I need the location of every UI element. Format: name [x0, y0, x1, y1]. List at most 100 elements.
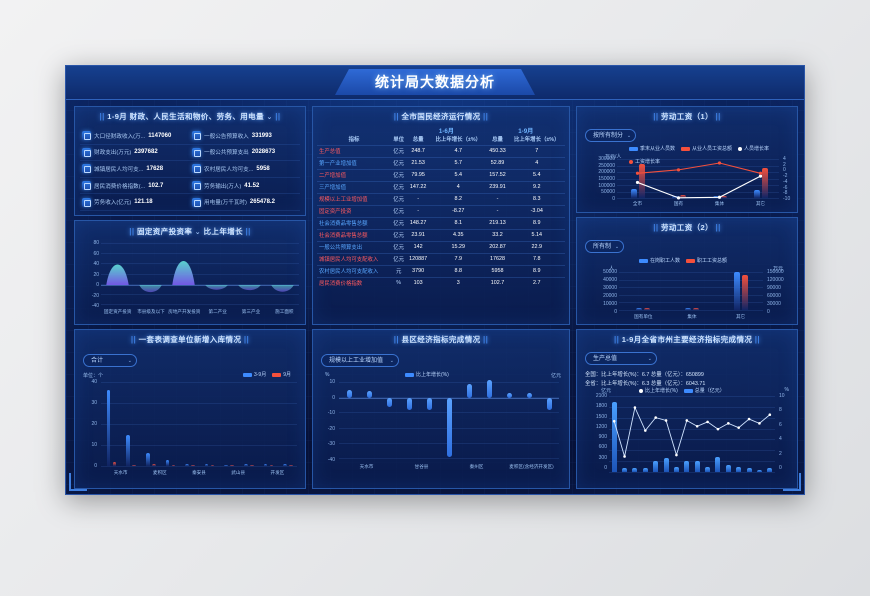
table-col-header: 指标	[348, 137, 360, 143]
legend-item[interactable]: 3-9月	[242, 371, 266, 378]
kpi-item[interactable]: 劳务收入(亿元) 121.18	[80, 194, 190, 211]
table-row[interactable]: 社会消费品零售总额 亿元 23.91 4.35 33.2 5.14	[317, 229, 565, 241]
kpi-item[interactable]: 城镇居民人均可支... 17628	[80, 161, 190, 178]
table-row[interactable]: 社会消费品零售总额 亿元 148.27 8.1 219.13 8.9	[317, 217, 565, 229]
bar-total	[705, 466, 711, 472]
table-row[interactable]: 三产增加值 亿元 147.22 4 239.91 9.2	[317, 181, 565, 193]
kpi-item-icon	[192, 181, 201, 191]
legend-item[interactable]: 总量（亿元）	[683, 387, 725, 394]
axis-tick-label: 300000	[598, 156, 615, 162]
bar-growth	[446, 397, 452, 457]
enter-legend[interactable]: 3-9月 9月	[242, 371, 291, 378]
bar-9月	[230, 464, 234, 466]
dashboard-header: 统计局大数据分析	[66, 66, 804, 100]
gridline	[617, 159, 779, 160]
legend-item[interactable]: 季末从业人员数	[629, 145, 675, 152]
kpi-item[interactable]: 一般公共预算支出 2028673	[190, 145, 300, 162]
table-row[interactable]: 居民消费价格指数% 103 3 102.7 2.7	[317, 277, 565, 289]
legend-item[interactable]: 人员增长率	[738, 145, 769, 152]
chevron-down-icon: ⌄	[647, 356, 652, 362]
bar-9月	[210, 464, 215, 466]
gridline	[101, 445, 297, 446]
wage2-legend[interactable]: 在岗职工人数 职工工资总额	[639, 257, 727, 264]
city-chart-plot	[609, 396, 775, 473]
kpi-item-value: 2397682	[134, 149, 158, 156]
axis-tick-label: 40000	[603, 277, 617, 283]
bar-9月	[289, 464, 293, 466]
wage1-dropdown-label: 按所有制分	[593, 133, 624, 139]
legend-item[interactable]: 在岗职工人数	[639, 257, 680, 264]
kpi-item[interactable]: 用电量(万千瓦时) 265478.2	[190, 194, 300, 211]
wage1-legend[interactable]: 季末从业人员数 从业人员工资总额 人员增长率工资增长率	[629, 145, 795, 165]
gridline	[617, 165, 779, 167]
enter-category-dropdown[interactable]: 合计 ⌄	[83, 354, 137, 367]
axis-tick-label: 4	[779, 436, 782, 443]
enter-chart-plot	[101, 382, 297, 467]
table-row[interactable]: 农村居民人均可支配收入 元 3790 8.8 5958 8.9	[317, 265, 565, 277]
economy-table-wrapper[interactable]: 1-6月 1-9月 指标 单位 总量 比上年增长（±%） 总量 比上年增长（±%） 生产总…	[317, 127, 565, 321]
legend-item[interactable]: 比上年增长(%)	[405, 371, 449, 378]
legend-item[interactable]: 比上年增长(%)	[639, 387, 678, 394]
table-row[interactable]: 固定资产投资 亿元 - -8.27 - -3.04	[317, 205, 565, 217]
panel-wage1-title: 劳动工资（1）	[661, 112, 713, 121]
table-cell-indicator: 规模以上工业增加值	[319, 197, 368, 203]
table-row[interactable]: 生产总值 亿元 248.7 4.7 450.33 7	[317, 145, 565, 157]
kpi-item[interactable]: 居民消费价格指数(... 102.7	[80, 178, 190, 195]
gridline	[609, 406, 775, 408]
table-row[interactable]: 一般公共预算支出 亿元 142 15.29 202.87 22.9	[317, 241, 565, 253]
chevron-down-icon[interactable]: ⌄	[266, 114, 273, 121]
legend-swatch	[629, 146, 638, 151]
wage1-ownership-dropdown[interactable]: 按所有制分 ⌄	[585, 129, 637, 142]
legend-label: 人员增长率	[744, 146, 770, 152]
bar-total	[684, 460, 690, 472]
bar-9月	[112, 461, 117, 466]
kpi-item-label: 用电量(万千瓦时)	[204, 200, 247, 207]
axis-tick-label: 30000	[767, 301, 781, 307]
table-row[interactable]: 规模以上工业增加值 亿元 - 8.2 - 8.3	[317, 193, 565, 205]
legend-item[interactable]: 职工工资总额	[686, 257, 727, 264]
bar-9月	[132, 464, 136, 466]
page-title: 统计局大数据分析	[335, 69, 535, 95]
panel-enter-header: || 一套表调查单位新增入库情况 ||	[81, 334, 299, 350]
legend-item[interactable]: 9月	[272, 371, 291, 378]
axis-tick-label: 80	[93, 240, 99, 246]
table-cell-num: 4.7	[454, 148, 463, 154]
kpi-item[interactable]: 财政支出(万元) 2397682	[80, 145, 190, 162]
county-indicator-dropdown[interactable]: 规模以上工业增加值 ⌄	[321, 354, 399, 367]
county-y-left-label: %	[325, 372, 330, 378]
axis-tick-label: 150000	[767, 269, 784, 275]
bar-growth	[486, 380, 492, 398]
county-legend[interactable]: 比上年增长(%)	[405, 371, 449, 378]
invest-metric-selector[interactable]: 比上年增长	[203, 227, 244, 236]
wage2-ownership-dropdown[interactable]: 所有制 ⌄	[585, 240, 625, 253]
legend-item[interactable]: 从业人员工资总额	[681, 145, 732, 152]
table-col-header: 比上年增长（±%）	[514, 137, 560, 143]
panel-city-header: || 1-9月全省市州主要经济指标完成情况 ||	[583, 334, 791, 350]
chevron-down-icon[interactable]: ⌄	[194, 229, 202, 236]
table-row[interactable]: 二产增加值 亿元 79.95 5.4 157.52 5.4	[317, 169, 565, 181]
city-dropdown-label: 生产总值	[593, 356, 618, 362]
panel-wage2-title: 劳动工资（2）	[661, 223, 713, 232]
kpi-item-value: 41.52	[244, 182, 260, 189]
bar-在岗职工人数	[685, 308, 691, 310]
kpi-item-icon	[192, 164, 201, 174]
axis-tick-label: 60000	[767, 293, 781, 299]
axis-x-label: 国有单位	[634, 314, 653, 319]
table-row[interactable]: 城镇居民人均可支配收入 亿元 120887 7.9 17628 7.8	[317, 253, 565, 265]
city-note-national: 全国：比上年增长(%)：6.7 总量（亿元）：650899	[585, 372, 704, 378]
bar-growth	[546, 397, 552, 411]
city-indicator-dropdown[interactable]: 生产总值 ⌄	[585, 352, 657, 365]
wage2-dropdown-label: 所有制	[593, 244, 612, 250]
kpi-item[interactable]: 大口径财政收入(万... 1147060	[80, 128, 190, 145]
table-cell-unit: 亿元	[393, 149, 405, 155]
table-row[interactable]: 第一产业增加值 亿元 21.53 5.7 52.89 4	[317, 157, 565, 169]
gridline	[101, 263, 299, 265]
kpi-item[interactable]: 一般公告预算收入 331993	[190, 128, 300, 145]
economy-table-head: 1-6月 1-9月 指标 单位 总量 比上年增长（±%） 总量 比上年增长（±%）	[317, 127, 565, 145]
kpi-item[interactable]: 农村居民人均可支... 5958	[190, 161, 300, 178]
bar-3-9月	[244, 463, 248, 466]
city-legend[interactable]: 比上年增长(%) 总量（亿元）	[639, 387, 725, 394]
kpi-item-value: 2028673	[251, 149, 276, 156]
kpi-item[interactable]: 劳务输出(万人) 41.52	[190, 178, 300, 195]
legend-item[interactable]: 工资增长率	[629, 158, 660, 165]
